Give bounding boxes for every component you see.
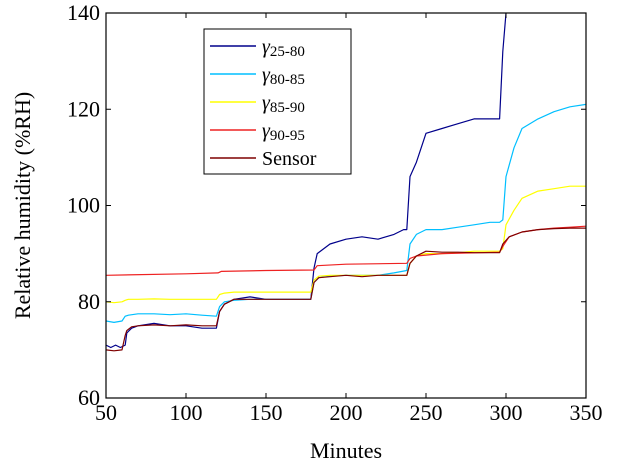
legend-label: γ80-85 (262, 64, 305, 88)
y-tick-label: 100 (67, 193, 100, 218)
series-layer (106, 13, 586, 352)
legend-label: Sensor (262, 148, 317, 170)
ticks-layer: 50 100 150 200 250 300 350 60 80 100 120 140 (67, 0, 603, 425)
legend: γ25-80 γ80-85 γ85-90 γ90-95 Sensor (203, 28, 352, 175)
legend-label: γ90-95 (262, 120, 305, 144)
y-tick-label: 80 (78, 289, 100, 314)
legend-label: γ25-80 (262, 36, 305, 60)
x-tick-label: 350 (570, 400, 603, 425)
y-tick-label: 60 (78, 385, 100, 410)
x-tick-label: 200 (330, 400, 363, 425)
series-line-4 (106, 227, 586, 352)
x-tick-label: 150 (250, 400, 283, 425)
y-tick-label: 140 (67, 0, 100, 25)
x-axis-title: Minutes (310, 438, 382, 463)
series-line-3 (106, 225, 586, 276)
y-tick-label: 120 (67, 96, 100, 121)
x-tick-label: 50 (95, 400, 117, 425)
x-tick-label: 100 (170, 400, 203, 425)
x-tick-label: 300 (490, 400, 523, 425)
x-tick-label: 250 (410, 400, 443, 425)
y-axis-title: Relative humidity (%RH) (10, 92, 35, 319)
legend-label: γ85-90 (262, 92, 305, 116)
series-line-2 (106, 185, 586, 304)
